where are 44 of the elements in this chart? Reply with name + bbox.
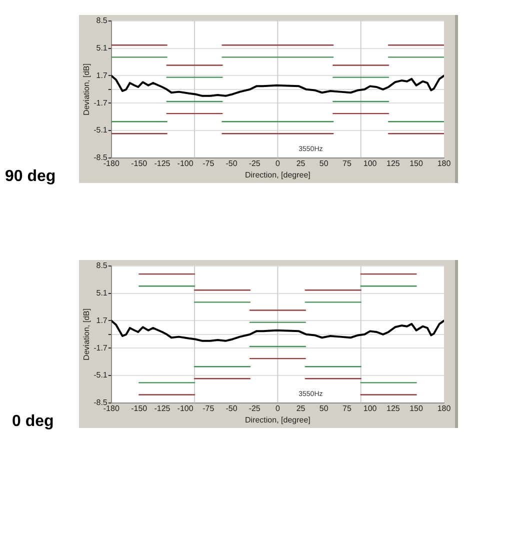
- x-tick-label: -50: [226, 158, 238, 168]
- y-tick-label: 1.7: [96, 70, 108, 80]
- x-tick-label: 75: [342, 158, 352, 168]
- x-tick-label: -25: [248, 404, 261, 413]
- text: 90 deg: [5, 168, 56, 186]
- y-axis-title: Deviation, [dB]: [82, 63, 92, 116]
- x-tick-label: 100: [363, 158, 378, 168]
- x-tick-label: 180: [437, 404, 452, 413]
- y-tick-label: -5.1: [94, 126, 108, 135]
- x-tick-label: -150: [131, 404, 148, 413]
- y-tick-label: -1.7: [94, 343, 108, 352]
- x-tick-label: -100: [177, 404, 194, 413]
- x-tick-label: 150: [410, 158, 424, 168]
- x-tick-label: 180: [437, 158, 452, 168]
- x-tick-label: 25: [296, 404, 306, 413]
- y-tick-label: 5.1: [96, 44, 108, 53]
- text: 0 deg: [12, 413, 54, 431]
- x-tick-label: 50: [319, 158, 329, 168]
- x-tick-label: -75: [202, 158, 215, 168]
- x-axis-title: Direction, [degree]: [245, 415, 310, 424]
- x-tick-label: 75: [342, 404, 352, 413]
- y-tick-label: 1.7: [96, 316, 108, 325]
- x-axis-title: Direction, [degree]: [245, 170, 310, 180]
- x-tick-label: 0: [275, 404, 280, 413]
- x-tick-label: -75: [202, 404, 215, 413]
- x-tick-label: 25: [296, 158, 306, 168]
- x-tick-label: -125: [154, 404, 171, 413]
- x-tick-label: -100: [177, 158, 194, 168]
- x-tick-label: 150: [410, 404, 424, 413]
- y-tick-label: 8.5: [96, 16, 108, 26]
- y-tick-label: 8.5: [96, 261, 108, 270]
- x-tick-label: 125: [386, 404, 400, 413]
- x-tick-label: 50: [319, 404, 329, 413]
- x-tick-label: -25: [248, 158, 261, 168]
- x-tick-label: 125: [386, 158, 400, 168]
- y-tick-label: -1.7: [94, 98, 108, 108]
- x-tick-label: 0: [275, 158, 280, 168]
- x-tick-label: -150: [131, 158, 148, 168]
- x-tick-label: -125: [154, 158, 171, 168]
- x-tick-label: 100: [363, 404, 378, 413]
- y-tick-label: -5.1: [94, 370, 108, 380]
- x-tick-label: -50: [226, 404, 238, 413]
- y-axis-title: Deviation, [dB]: [82, 308, 92, 360]
- y-tick-label: 5.1: [96, 288, 108, 298]
